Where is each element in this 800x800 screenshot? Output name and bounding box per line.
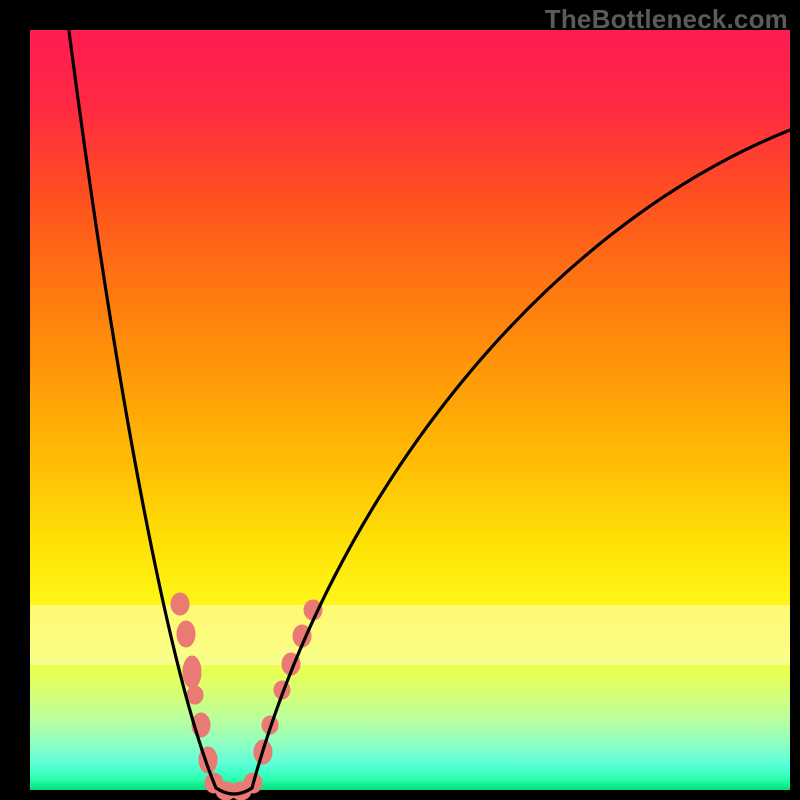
- watermark-text: TheBottleneck.com: [545, 4, 788, 35]
- plot-background-gradient: [30, 30, 790, 790]
- chart-stage: TheBottleneck.com: [0, 0, 800, 800]
